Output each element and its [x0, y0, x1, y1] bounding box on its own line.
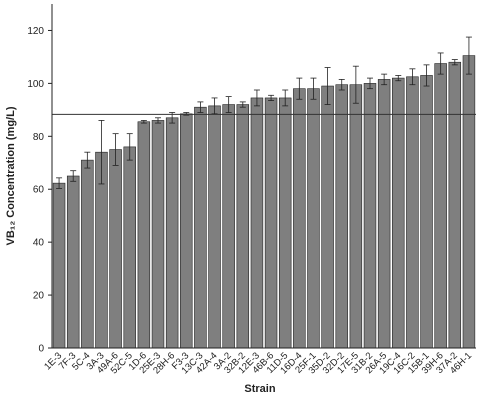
bar: [278, 97, 292, 349]
error-bar: [112, 133, 119, 166]
error-bar: [70, 170, 77, 182]
bar: [250, 97, 264, 349]
bar: [222, 104, 235, 349]
bar: [335, 84, 348, 349]
bar: [81, 159, 94, 349]
error-bar: [395, 75, 402, 82]
error-bar: [451, 59, 458, 66]
y-tick-label: 80: [33, 132, 45, 143]
bar: [321, 85, 334, 349]
bar: [434, 63, 447, 349]
error-bar: [437, 52, 444, 75]
bar: [406, 76, 419, 349]
error-bar: [352, 65, 359, 104]
error-bar: [338, 79, 345, 91]
bar: [349, 84, 363, 349]
bar: [307, 88, 320, 349]
error-bar: [211, 97, 218, 115]
bar: [420, 75, 433, 349]
bar: [165, 117, 179, 349]
bar: [236, 104, 250, 349]
y-tick-label: 40: [33, 238, 45, 249]
bar: [208, 105, 221, 349]
error-bar: [296, 77, 303, 100]
error-bar: [126, 133, 133, 161]
error-bar: [225, 96, 232, 113]
x-axis-label: Strain: [244, 383, 275, 395]
error-bar: [367, 77, 373, 90]
y-tick-label: 20: [33, 291, 45, 302]
bar: [109, 149, 122, 349]
error-bar: [239, 101, 246, 108]
bar: [392, 77, 405, 349]
y-tick-label: 120: [27, 26, 44, 37]
error-bar: [282, 89, 289, 107]
error-bar: [155, 117, 161, 124]
bar: [180, 113, 193, 349]
error-bar: [253, 89, 260, 107]
error-bar: [56, 177, 63, 189]
bar: [293, 88, 306, 349]
error-bar: [268, 94, 275, 101]
bar: [448, 61, 462, 349]
bar: [151, 120, 165, 349]
error-bar: [423, 64, 430, 87]
error-bar: [84, 151, 91, 169]
bar: [123, 146, 136, 349]
bar: [52, 182, 66, 349]
bar: [137, 121, 151, 349]
error-bar: [381, 73, 388, 86]
error-bar: [310, 77, 317, 100]
bar: [462, 55, 476, 349]
error-bar: [140, 120, 147, 124]
y-tick-label: 60: [33, 185, 45, 196]
y-tick-label: 0: [38, 344, 44, 355]
y-tick-label: 100: [27, 79, 44, 90]
error-bar: [465, 36, 472, 75]
error-bar: [409, 68, 416, 86]
error-bar: [197, 101, 204, 113]
bar: [194, 106, 207, 349]
bar: [363, 83, 377, 349]
error-bar: [98, 120, 105, 185]
error-bar: [324, 67, 331, 105]
bar: [264, 97, 278, 349]
bar: [66, 175, 80, 349]
y-axis-label: VB₁₂ Concentration (mg/L): [5, 106, 17, 245]
bar: [377, 79, 391, 349]
